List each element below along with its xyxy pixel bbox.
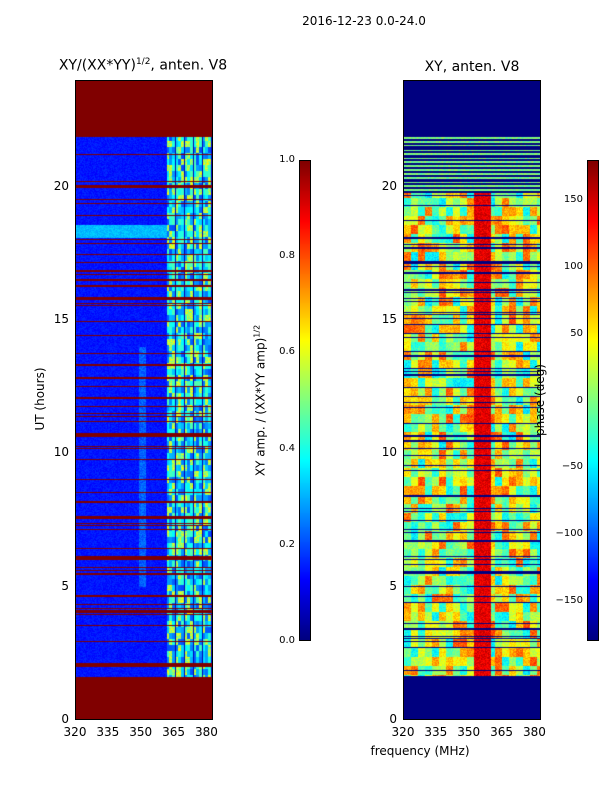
colorbar-tick-label: 150 — [563, 194, 583, 206]
amplitude-heatmap-canvas — [76, 81, 212, 719]
figure-suptitle: 2016-12-23 0.0-24.0 — [302, 14, 426, 28]
amplitude-title-main: XY/(XX*YY) — [58, 57, 136, 74]
colorbar-tick-label: 0.0 — [279, 635, 295, 646]
colorbar-tick-label: 0.8 — [279, 250, 295, 262]
phase-colorbar-label: phase (deg) — [533, 364, 547, 437]
xtick-label: 380 — [522, 725, 546, 739]
phase-colorbar — [587, 160, 599, 641]
colorbar-tick-label: −50 — [561, 461, 583, 473]
amplitude-colorbar-label-main: XY amp. / (XX*YY amp) — [253, 337, 268, 477]
xtick-label: 350 — [129, 725, 153, 739]
ytick-label: 20 — [53, 178, 69, 193]
amplitude-ylabel: UT (hours) — [33, 367, 47, 431]
xtick-label: 335 — [96, 725, 120, 739]
colorbar-tick-label: 50 — [570, 327, 583, 339]
amplitude-colorbar-canvas — [300, 161, 310, 640]
colorbar-tick-label: 0.4 — [279, 442, 295, 454]
xtick-label: 335 — [424, 725, 448, 739]
ytick-label: 10 — [53, 445, 69, 460]
xtick-label: 365 — [490, 725, 514, 739]
xtick-label: 350 — [457, 725, 481, 739]
amplitude-colorbar-label-sup: 1/2 — [252, 324, 262, 338]
ytick-label: 20 — [381, 178, 397, 193]
ytick-label: 15 — [53, 312, 69, 326]
ytick-label: 5 — [389, 578, 397, 593]
phase-xlabel: frequency (MHz) — [370, 744, 470, 758]
xtick-label: 365 — [162, 725, 186, 739]
phase-heatmap-canvas — [404, 81, 540, 719]
colorbar-tick-label: 0.6 — [279, 346, 295, 358]
ytick-label: 0 — [61, 712, 69, 726]
ytick-label: 10 — [381, 445, 397, 460]
colorbar-tick-label: −150 — [555, 594, 583, 606]
phase-colorbar-canvas — [588, 161, 598, 640]
amplitude-title-suffix: , anten. V8 — [150, 57, 228, 74]
amplitude-heatmap — [75, 80, 213, 720]
ytick-label: 0 — [389, 712, 397, 726]
colorbar-tick-label: 0 — [576, 394, 583, 406]
colorbar-tick-label: 100 — [563, 260, 583, 272]
colorbar-tick-label: −100 — [555, 528, 583, 540]
phase-heatmap — [403, 80, 541, 720]
amplitude-title-sup: 1/2 — [135, 57, 151, 67]
xtick-label: 320 — [63, 725, 87, 739]
phase-panel-title: XY, anten. V8 — [424, 59, 520, 75]
amplitude-panel-title: XY/(XX*YY)1/2, anten. V8 — [40, 57, 246, 74]
colorbar-tick-label: 1.0 — [279, 154, 295, 165]
amplitude-colorbar-label: XY amp. / (XX*YY amp)1/2 — [253, 301, 268, 501]
amplitude-colorbar — [299, 160, 311, 641]
ytick-label: 5 — [61, 578, 69, 593]
ytick-label: 15 — [381, 312, 397, 326]
xtick-label: 320 — [391, 725, 415, 739]
colorbar-tick-label: 0.2 — [279, 538, 295, 550]
xtick-label: 380 — [194, 725, 218, 739]
